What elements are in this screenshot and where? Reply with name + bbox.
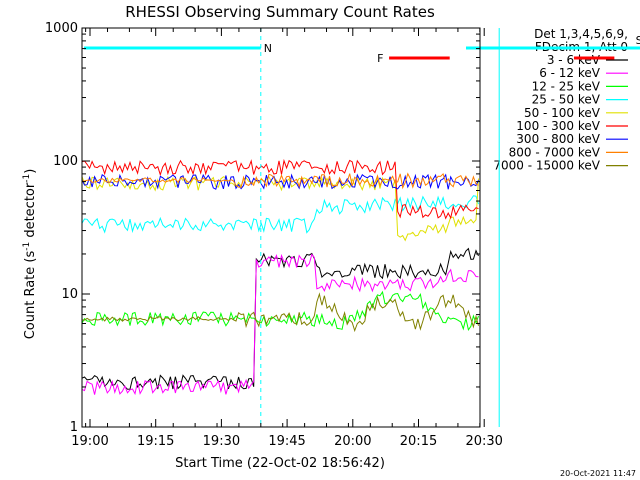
y-tick-label-4: 1000 [45, 21, 78, 36]
y-tick-label-3: 100 [53, 154, 78, 169]
y-tick-label-2: 10 [61, 287, 78, 302]
legend-label-2: 6 - 12 keV [539, 66, 601, 80]
legend-header-detectors: Det 1,3,4,5,6,9, [534, 27, 628, 41]
night-marker-label: N [264, 42, 272, 55]
legend-label-3: 12 - 25 keV [532, 79, 601, 93]
generation-timestamp: 20-Oct-2021 11:47 [560, 469, 636, 478]
series-line-1-seg-1 [81, 247, 479, 390]
y-tick-label-1: 1 [70, 420, 78, 435]
chart-title: RHESSI Observing Summary Count Rates [125, 3, 435, 21]
legend-label-6: 100 - 300 keV [516, 119, 600, 133]
saa-marker-label: S [636, 34, 640, 47]
legend-label-1: 3 - 6 keV [547, 53, 601, 67]
x-tick-label-7: 20:30 [465, 434, 502, 449]
legend-label-9: 7000 - 15000 keV [493, 159, 600, 173]
legend-label-8: 800 - 7000 keV [509, 145, 601, 159]
plot-frame [81, 27, 481, 428]
series-line-2-seg-1 [81, 253, 479, 396]
series-line-8-seg-1 [81, 172, 479, 190]
x-tick-label-5: 20:00 [334, 434, 371, 449]
flare-marker-label: F [377, 52, 383, 65]
x-tick-label-2: 19:15 [137, 434, 174, 449]
x-axis-label: Start Time (22-Oct-02 18:56:42) [175, 456, 385, 471]
legend: Det 1,3,4,5,6,9, FDecim 1, Att 0 3 - 6 k… [493, 27, 628, 173]
series-line-4-seg-1 [81, 195, 479, 234]
y-axis-label: Count Rate (s-1 detector-1) [22, 169, 38, 340]
legend-label-4: 25 - 50 keV [532, 93, 601, 107]
series-line-6-seg-1 [81, 158, 479, 220]
legend-label-7: 300 - 800 keV [516, 132, 600, 146]
x-tick-label-3: 19:30 [203, 434, 240, 449]
plot-area: N F S 1 10 100 1000 19:00 19:15 19:30 19:45 20:00 20… [45, 21, 640, 449]
x-tick-label-4: 19:45 [268, 434, 305, 449]
x-tick-label-6: 20:15 [400, 434, 437, 449]
legend-label-5: 50 - 100 keV [524, 106, 601, 120]
x-tick-label-1: 19:00 [71, 434, 108, 449]
series-line-5-seg-1 [81, 175, 479, 242]
series-line-9-seg-1 [81, 292, 479, 333]
